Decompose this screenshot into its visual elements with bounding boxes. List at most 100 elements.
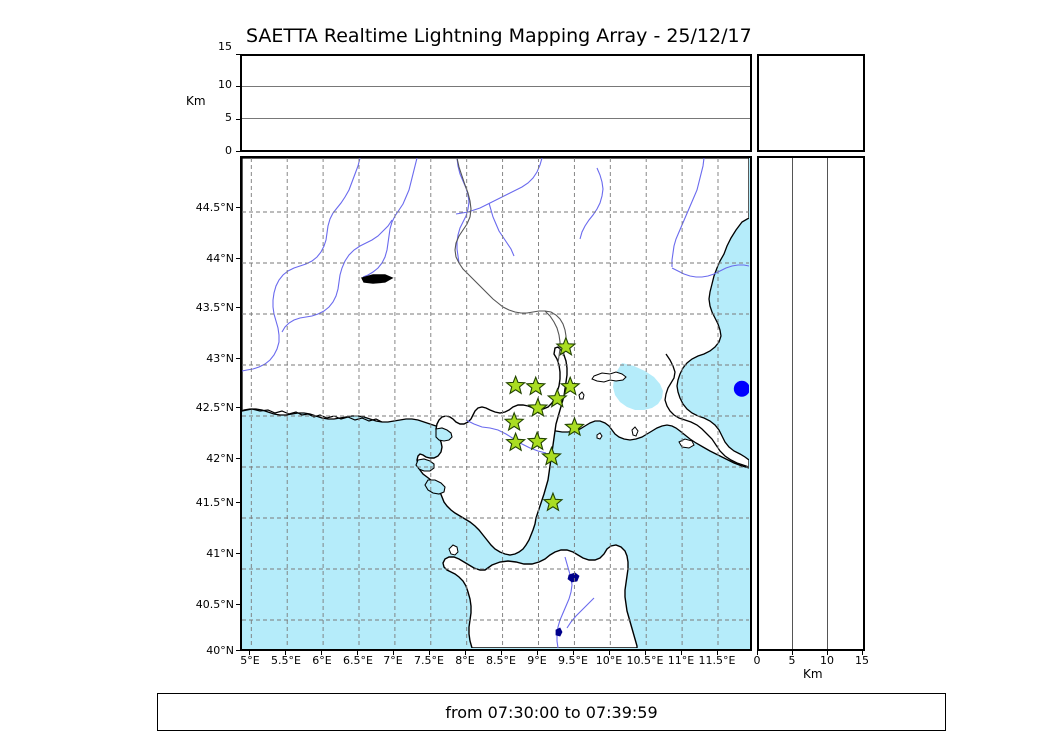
tickmark-lon-5.5	[285, 651, 286, 655]
tick-lon-6: 6°E	[312, 654, 332, 667]
station-east-central	[546, 387, 568, 408]
tickmark-lat-42	[236, 458, 240, 459]
gridline-alt-10	[242, 86, 750, 87]
station-northwest-coast	[505, 374, 527, 395]
tickmark-lat-43	[236, 358, 240, 359]
river-var	[362, 158, 418, 278]
tick-lat-43: 43°N	[206, 352, 234, 365]
tick-east-km-10: 10	[820, 654, 834, 667]
station-center	[527, 397, 549, 417]
tick-lat-40: 40°N	[206, 644, 234, 657]
island-elba	[591, 371, 627, 383]
tickmark-lat-41	[236, 553, 240, 554]
gridline-east-10	[827, 158, 828, 649]
tick-east-km-5: 5	[788, 654, 796, 667]
tickmark-east-0	[757, 651, 758, 655]
altitude-time-panel[interactable]	[240, 54, 752, 152]
bay-gulf-of-genoa	[613, 363, 663, 410]
tickmark-lon-7	[393, 651, 394, 655]
altitude-axis-label: Km	[186, 94, 206, 108]
coastline-corsica-west-gulfs	[435, 427, 453, 442]
tick-lat-44: 44°N	[206, 252, 234, 265]
tickmark-lat-40.5	[236, 604, 240, 605]
gridline-alt-5	[242, 118, 750, 119]
tick-alt-15: 15	[218, 40, 232, 53]
station-cap-corse	[555, 336, 577, 356]
tickmark-lon-6.5	[357, 651, 358, 655]
river-tanaro	[488, 202, 515, 257]
time-range-box: from 07:30:00 to 07:39:59	[157, 693, 946, 731]
tickmark-lon-8	[465, 651, 466, 655]
source-east-edge	[733, 380, 749, 397]
tick-lat-42.5: 42.5°N	[195, 401, 234, 414]
lake-coghinas	[567, 572, 580, 583]
station-east-coast	[564, 416, 585, 437]
tickmark-lon-11	[681, 651, 682, 655]
tickmark-alt-0	[236, 151, 240, 152]
tick-lat-41: 41°N	[206, 547, 234, 560]
station-south-inland	[541, 445, 562, 466]
tick-alt-5: 5	[225, 111, 232, 124]
tick-lon-6.5: 6.5°E	[343, 654, 373, 667]
tick-lon-10: 10°E	[595, 654, 623, 667]
tickmark-lat-43.5	[236, 307, 240, 308]
tickmark-lat-44.5	[236, 207, 240, 208]
marker-layer	[503, 336, 749, 512]
border-italy-internal	[544, 310, 561, 364]
tickmark-lon-5	[249, 651, 250, 655]
tick-alt-10: 10	[218, 78, 232, 91]
tick-lon-11: 11°E	[667, 654, 695, 667]
tickmark-alt-15	[236, 54, 240, 55]
east-axis-label: Km	[803, 667, 823, 681]
tick-lon-5: 5°E	[240, 654, 260, 667]
river-arno	[671, 264, 749, 278]
river-alps-2	[579, 167, 604, 240]
island-pianosa	[596, 432, 603, 440]
corner-panel[interactable]	[757, 54, 865, 152]
tickmark-lon-9	[537, 651, 538, 655]
island-asinara	[448, 544, 459, 556]
river-tuscany-2	[671, 158, 705, 267]
station-north-central	[525, 375, 547, 396]
tickmark-east-15	[862, 651, 863, 655]
tickmark-lon-10.5	[645, 651, 646, 655]
river-alps-1	[456, 158, 470, 264]
tickmark-lon-7.5	[429, 651, 430, 655]
tick-alt-0: 0	[225, 144, 232, 157]
tickmark-east-10	[827, 651, 828, 655]
tick-lat-40.5: 40.5°N	[195, 598, 234, 611]
tick-lat-42: 42°N	[206, 452, 234, 465]
tick-lon-7: 7°E	[383, 654, 403, 667]
island-sardinia	[442, 544, 638, 648]
tickmark-lon-11.5	[717, 651, 718, 655]
tickmark-east-5	[792, 651, 793, 655]
tick-lon-9: 9°E	[527, 654, 547, 667]
map-graphics	[242, 158, 749, 648]
coastline-riviera-detail	[242, 408, 383, 423]
tickmark-lat-40	[236, 650, 240, 651]
river-tirso	[566, 597, 595, 629]
river-durance	[281, 219, 393, 333]
coastline-corsica-gulf-ajaccio	[424, 479, 446, 495]
tick-lat-44.5: 44.5°N	[195, 201, 234, 214]
river-rhone	[242, 158, 361, 372]
tickmark-alt-5	[236, 119, 240, 120]
tickmark-lon-8.5	[501, 651, 502, 655]
tick-lat-41.5: 41.5°N	[195, 496, 234, 509]
east-altitude-panel[interactable]	[757, 156, 865, 651]
station-northeast	[559, 375, 581, 396]
tick-lon-9.5: 9.5°E	[558, 654, 588, 667]
tickmark-lat-42.5	[236, 407, 240, 408]
lake-geneva	[360, 274, 394, 284]
border-france-italy	[454, 158, 567, 357]
tick-lon-8: 8°E	[455, 654, 475, 667]
tickmark-lat-41.5	[236, 502, 240, 503]
river-po	[455, 158, 543, 215]
lake-south-sardinia	[555, 627, 563, 637]
tick-lon-11.5: 11.5°E	[698, 654, 736, 667]
tickmark-alt-10	[236, 86, 240, 87]
tickmark-lon-9.5	[573, 651, 574, 655]
station-west-coast	[503, 411, 525, 432]
map-panel[interactable]	[240, 156, 752, 651]
